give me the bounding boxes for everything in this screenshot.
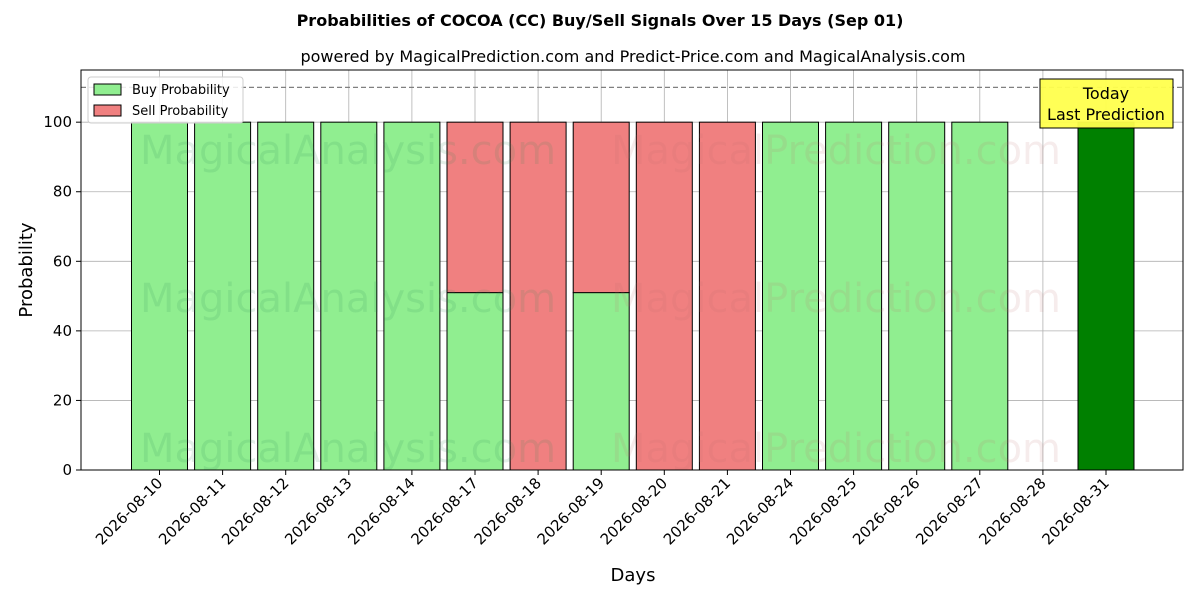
buy-bar <box>446 292 504 471</box>
sell-bar <box>635 121 693 471</box>
y-tick-label: 20 <box>53 391 72 409</box>
watermark-text: MagicalAnalysis.com <box>140 276 556 322</box>
x-tick-label: 2026-08-25 <box>786 474 860 548</box>
y-ticks: 0 20 40 60 80 100 <box>43 113 81 479</box>
watermark-text: MagicalPrediction.com <box>611 426 1061 472</box>
x-tick-label: 2026-08-21 <box>660 474 734 548</box>
legend-box <box>87 76 244 124</box>
legend: Buy Probability Sell Probability <box>87 76 244 124</box>
y-tick-label: 100 <box>43 113 72 131</box>
chart-title: Probabilities of COCOA (CC) Buy/Sell Sig… <box>297 11 904 30</box>
chart-subtitle: powered by MagicalPrediction.com and Pre… <box>300 47 965 66</box>
x-axis-title: Days <box>611 565 656 586</box>
y-axis-title: Probability <box>16 222 37 317</box>
plot-frame <box>80 69 1184 471</box>
watermark-text: MagicalAnalysis.com <box>140 426 556 472</box>
x-tick-label: 2026-08-27 <box>912 474 986 548</box>
y-tick-label: 80 <box>53 183 72 201</box>
buy-bar <box>320 121 378 471</box>
x-tick-label: 2026-08-12 <box>218 474 292 548</box>
watermark-text: MagicalPrediction.com <box>611 128 1061 174</box>
buy-bar <box>888 121 946 471</box>
sell-bar <box>446 121 504 294</box>
x-tick-label: 2026-08-28 <box>975 474 1049 548</box>
x-tick-label: 2026-08-31 <box>1038 474 1112 548</box>
x-tick-label: 2026-08-26 <box>849 474 923 548</box>
x-tick-label: 2026-08-10 <box>92 474 166 548</box>
x-tick-label: 2026-08-19 <box>534 474 608 548</box>
x-tick-label: 2026-08-24 <box>723 474 797 548</box>
x-tick-label: 2026-08-11 <box>155 474 229 548</box>
annotation-text: Today <box>1082 84 1129 103</box>
sell-bar <box>509 121 567 471</box>
y-tick-label: 40 <box>53 322 72 340</box>
y-tick-label: 60 <box>53 252 72 270</box>
watermarks: MagicalAnalysis.com MagicalPrediction.com… <box>140 128 1061 472</box>
sell-bar <box>698 121 756 471</box>
buy-bar <box>1077 121 1135 471</box>
buy-bar <box>257 121 315 471</box>
sell-bar <box>572 121 630 294</box>
today-annotation: Today Last Prediction <box>1039 78 1174 129</box>
x-tick-label: 2026-08-13 <box>281 474 355 548</box>
legend-swatch <box>93 104 122 117</box>
buy-bar <box>383 121 441 471</box>
legend-label: Sell Probability <box>132 104 229 119</box>
y-tick-label: 0 <box>62 461 72 479</box>
x-tick-label: 2026-08-17 <box>407 474 481 548</box>
x-ticks: 2026-08-102026-08-112026-08-122026-08-13… <box>92 470 1113 548</box>
x-tick-label: 2026-08-18 <box>471 474 545 548</box>
buy-bar <box>825 121 883 471</box>
buy-bar <box>762 121 819 471</box>
x-tick-label: 2026-08-20 <box>597 474 671 548</box>
buy-bar <box>951 121 1009 471</box>
annotation-box <box>1039 78 1174 129</box>
annotation-text: Last Prediction <box>1047 105 1165 124</box>
watermark-text: MagicalAnalysis.com <box>140 128 556 174</box>
buy-bar <box>572 292 630 471</box>
legend-swatch <box>93 83 122 96</box>
x-tick-label: 2026-08-14 <box>344 474 418 548</box>
bars <box>131 121 1135 471</box>
legend-label: Buy Probability <box>132 83 230 98</box>
watermark-text: MagicalPrediction.com <box>611 276 1061 322</box>
